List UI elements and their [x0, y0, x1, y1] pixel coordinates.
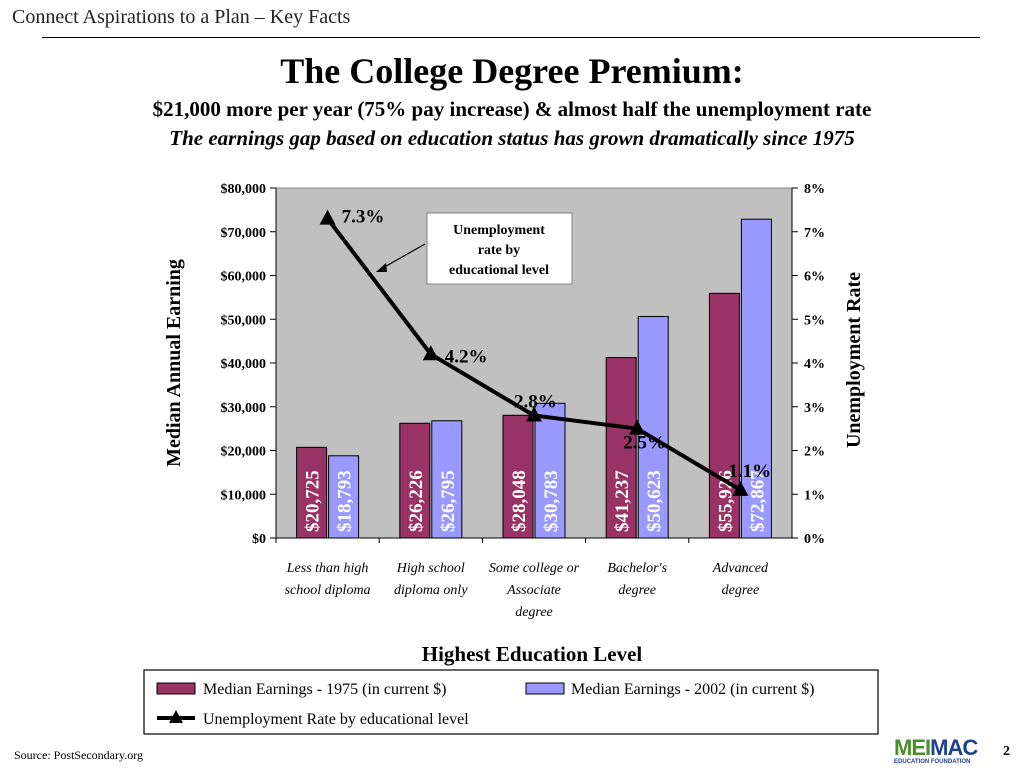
x-axis-title: Highest Education Level — [422, 642, 643, 666]
category-label: school diploma — [285, 583, 371, 598]
y-tick-label-left: $80,000 — [221, 182, 267, 197]
category-label: degree — [618, 583, 656, 598]
unemployment-label: 4.2% — [445, 346, 488, 367]
bar-1975 — [708, 292, 740, 539]
bar-value-label: $18,793 — [335, 470, 356, 532]
y-tick-label-left: $40,000 — [221, 357, 267, 372]
y-tick-label-right: 0% — [804, 532, 825, 547]
slide-title: The College Degree Premium: — [280, 51, 744, 91]
category-label: degree — [515, 605, 553, 620]
bar-value-label: $30,783 — [541, 470, 562, 532]
header-rule — [42, 37, 980, 38]
y2-axis-title: Unemployment Rate — [843, 272, 865, 448]
bar-2002 — [534, 402, 566, 539]
unemployment-marker — [732, 480, 749, 496]
meimac-logo: MEIMAC EDUCATION FOUNDATION — [894, 735, 984, 766]
annotation-text: Unemployment — [453, 223, 545, 238]
category-label: Associate — [506, 583, 561, 598]
y-tick-label-right: 7% — [804, 226, 825, 241]
y-tick-label-left: $30,000 — [221, 401, 267, 416]
y-tick-label-left: $10,000 — [221, 488, 267, 503]
y-tick-label-left: $60,000 — [221, 270, 267, 285]
y-tick-label-left: $20,000 — [221, 445, 267, 460]
bar-value-label: $20,725 — [303, 470, 324, 532]
bar-value-label: $26,795 — [438, 470, 459, 532]
bar-2002 — [637, 316, 669, 539]
y-tick-label-right: 8% — [804, 182, 825, 197]
category-label: Some college or — [489, 561, 580, 576]
annotation-arrow — [380, 243, 426, 270]
unemployment-label: 2.8% — [514, 392, 557, 413]
category-label: Advanced — [712, 561, 769, 576]
y-tick-label-left: $70,000 — [221, 226, 267, 241]
y-tick-label-right: 6% — [804, 270, 825, 285]
slide-subtitle: $21,000 more per year (75% pay increase)… — [152, 97, 872, 121]
category-label: diploma only — [394, 583, 468, 598]
logo-part-mei: MEI — [894, 735, 931, 760]
bar-1975 — [605, 357, 637, 539]
bar-value-label: $28,048 — [509, 470, 530, 532]
page-number: 2 — [1003, 744, 1010, 759]
category-label: degree — [722, 583, 760, 598]
unemployment-label: 7.3% — [342, 207, 385, 228]
slide-header: Connect Aspirations to a Plan – Key Fact… — [12, 6, 351, 28]
unemployment-label: 2.5% — [623, 433, 666, 454]
bar-value-label: $72,867 — [747, 470, 768, 532]
unemployment-marker — [526, 406, 542, 422]
y-tick-label-right: 2% — [804, 445, 825, 460]
annotation-box — [426, 212, 573, 285]
legend-label-unemployment: Unemployment Rate by educational level — [203, 711, 469, 728]
y-tick-label-left: $50,000 — [221, 313, 267, 328]
bar-2002 — [740, 218, 772, 539]
legend-label-2002: Median Earnings - 2002 (in current $) — [571, 681, 814, 698]
category-label: High school — [396, 561, 465, 576]
y-tick-label-right: 5% — [804, 313, 825, 328]
unemployment-label: 1.1% — [728, 461, 771, 482]
unemployment-marker — [629, 419, 646, 435]
annotation-text: educational level — [449, 263, 549, 278]
bar-2002 — [328, 455, 360, 539]
legend-label-1975: Median Earnings - 1975 (in current $) — [203, 681, 446, 698]
category-label: Bachelor's — [607, 561, 667, 576]
category-label: Less than high — [286, 561, 369, 576]
bar-1975 — [502, 414, 534, 539]
annotation-arrowhead — [376, 263, 387, 272]
bar-value-label: $41,237 — [612, 470, 633, 532]
logo-subtitle: EDUCATION FOUNDATION — [894, 759, 971, 765]
bar-value-label: $26,226 — [406, 470, 427, 532]
slide-subtitle-italic: The earnings gap based on education stat… — [169, 126, 855, 150]
legend-swatch-2002 — [525, 682, 565, 695]
annotation-text: rate by — [478, 243, 520, 258]
y-tick-label-right: 4% — [804, 357, 825, 372]
bar-1975 — [399, 422, 431, 539]
bar-1975 — [296, 446, 328, 539]
legend-marker-unemployment — [169, 710, 183, 723]
y-tick-label-left: $0 — [252, 532, 266, 547]
y-tick-label-right: 3% — [804, 401, 825, 416]
unemployment-marker — [422, 345, 439, 361]
bar-value-label: $50,623 — [644, 470, 665, 532]
unemployment-marker — [319, 209, 336, 225]
source-note: Source: PostSecondary.org — [14, 748, 143, 762]
legend-box — [143, 669, 879, 735]
bar-2002 — [431, 420, 463, 539]
logo-part-mac: MAC — [930, 735, 978, 760]
legend-swatch-1975 — [156, 682, 196, 695]
y-tick-label-right: 1% — [804, 488, 825, 503]
y-axis-title: Median Annual Earning — [163, 259, 185, 467]
